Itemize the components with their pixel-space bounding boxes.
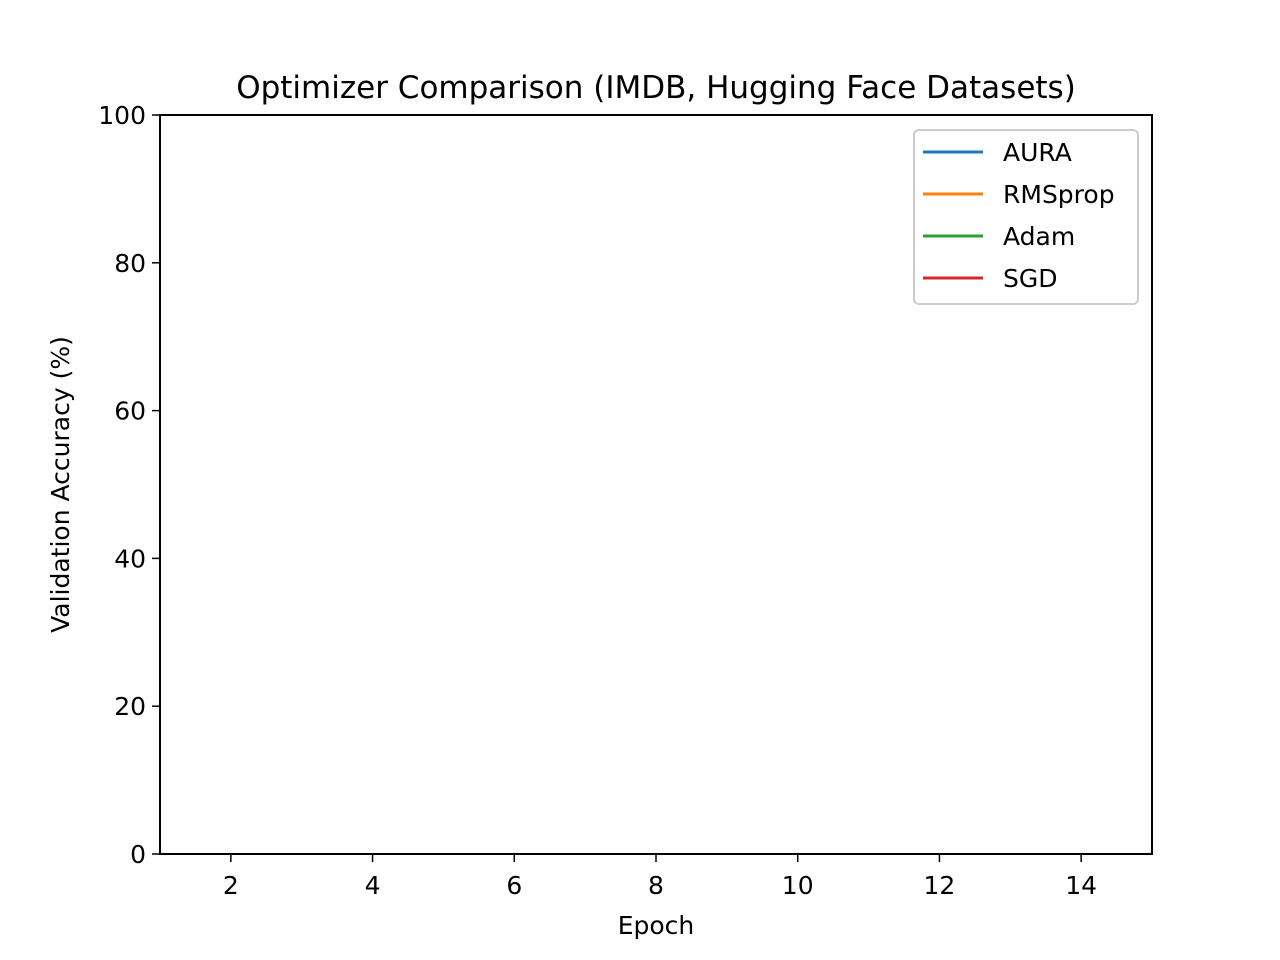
legend-label-rmsprop: RMSprop xyxy=(1003,180,1115,209)
y-axis-label: Validation Accuracy (%) xyxy=(46,336,75,633)
x-tick-label: 12 xyxy=(924,871,956,900)
legend-label-aura: AURA xyxy=(1003,138,1072,167)
legend-label-adam: Adam xyxy=(1003,222,1075,251)
x-axis-label: Epoch xyxy=(618,911,695,940)
chart-title: Optimizer Comparison (IMDB, Hugging Face… xyxy=(236,70,1076,106)
y-tick-label: 80 xyxy=(114,249,146,278)
y-tick-label: 20 xyxy=(114,692,146,721)
x-tick-label: 14 xyxy=(1065,871,1097,900)
y-tick-label: 60 xyxy=(114,397,146,426)
x-tick-label: 2 xyxy=(223,871,239,900)
y-tick-label: 100 xyxy=(98,101,146,130)
legend: AURA RMSprop Adam SGD xyxy=(913,129,1139,305)
x-tick-label: 10 xyxy=(782,871,814,900)
legend-box xyxy=(913,129,1139,305)
y-tick-label: 40 xyxy=(114,544,146,573)
y-tick-label: 0 xyxy=(130,840,146,869)
x-tick-label: 4 xyxy=(365,871,381,900)
legend-label-sgd: SGD xyxy=(1003,264,1058,293)
x-tick-label: 8 xyxy=(648,871,664,900)
x-tick-label: 6 xyxy=(506,871,522,900)
plot-frame xyxy=(159,114,1153,855)
axis-ticks: 2 4 6 8 10 12 14 0 20 40 60 80 100 xyxy=(98,101,1097,900)
